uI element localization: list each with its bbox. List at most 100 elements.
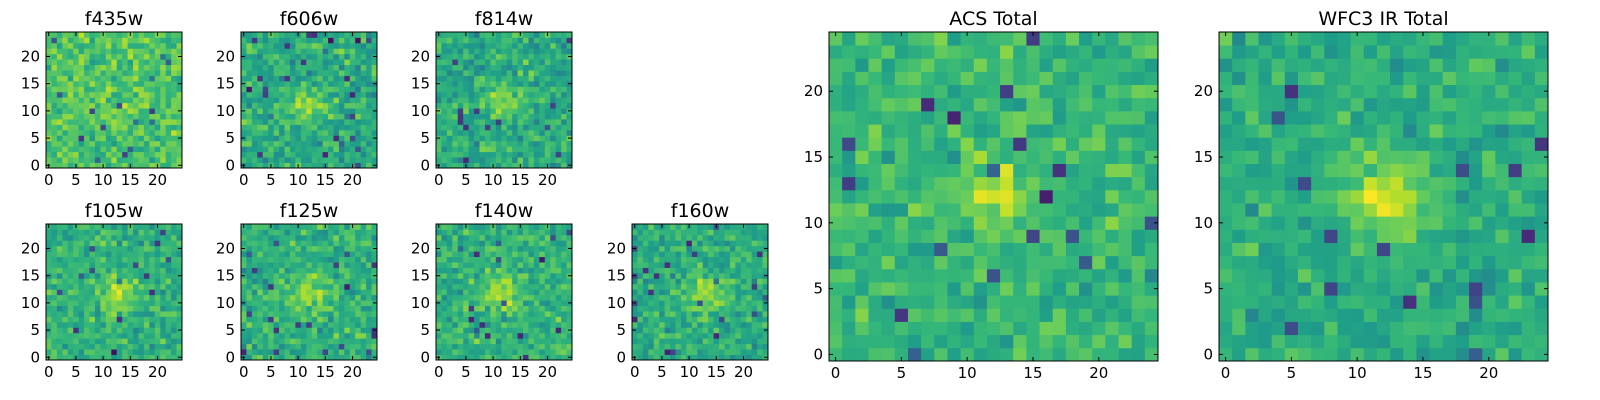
heatmap-cell bbox=[246, 42, 253, 49]
heatmap-cell bbox=[947, 216, 961, 230]
heatmap-cell bbox=[73, 146, 80, 153]
heatmap-cell bbox=[127, 234, 134, 241]
heatmap-cell bbox=[366, 97, 372, 104]
heatmap-cell bbox=[463, 75, 470, 82]
heatmap-cell bbox=[533, 113, 540, 120]
heatmap-cell bbox=[523, 119, 529, 125]
heatmap-cell bbox=[241, 146, 247, 153]
heatmap-cell bbox=[355, 140, 362, 147]
heatmap-cell bbox=[366, 80, 372, 87]
heatmap-cell bbox=[67, 321, 74, 328]
heatmap-cell bbox=[947, 255, 961, 270]
heatmap-cell bbox=[366, 272, 372, 279]
heatmap-cell bbox=[273, 245, 280, 252]
heatmap-cell bbox=[154, 119, 161, 125]
heatmap-cell bbox=[279, 311, 285, 317]
heatmap-cell bbox=[300, 32, 307, 38]
heatmap-cell bbox=[1144, 189, 1159, 204]
heatmap-cell bbox=[1039, 229, 1054, 243]
heatmap-cell bbox=[550, 338, 557, 345]
heatmap-cell bbox=[333, 327, 340, 334]
heatmap-cell bbox=[360, 289, 367, 296]
heatmap-cell bbox=[328, 272, 334, 279]
heatmap-cell bbox=[46, 234, 52, 241]
heatmap-cell bbox=[67, 75, 74, 82]
heatmap-cell bbox=[729, 272, 736, 279]
heatmap-cell bbox=[328, 70, 334, 76]
heatmap-cell bbox=[176, 37, 183, 44]
heatmap-cell bbox=[463, 37, 470, 44]
heatmap-cell bbox=[512, 75, 518, 82]
heatmap-cell bbox=[349, 53, 356, 60]
heatmap-cell bbox=[94, 97, 101, 104]
heatmap-cell bbox=[349, 294, 356, 301]
heatmap-cell bbox=[257, 64, 264, 71]
heatmap-cell bbox=[555, 59, 562, 66]
x-tick-label: 20 bbox=[538, 171, 557, 189]
heatmap-cell bbox=[171, 278, 177, 285]
heatmap-cell bbox=[246, 234, 253, 241]
heatmap-cell bbox=[154, 305, 161, 312]
heatmap-cell bbox=[67, 157, 74, 163]
heatmap-cell bbox=[501, 32, 508, 38]
heatmap-cell bbox=[338, 135, 345, 142]
heatmap-cell bbox=[56, 113, 63, 120]
heatmap-cell bbox=[273, 262, 280, 268]
heatmap-cell bbox=[251, 327, 258, 334]
heatmap-cell bbox=[506, 59, 513, 66]
heatmap-cell bbox=[501, 108, 508, 114]
heatmap-cell bbox=[355, 229, 362, 236]
heatmap-cell bbox=[100, 140, 107, 147]
heatmap-cell bbox=[344, 80, 351, 87]
heatmap-cell bbox=[675, 289, 682, 296]
heatmap-cell bbox=[355, 146, 362, 153]
heatmap-cell bbox=[740, 343, 747, 350]
heatmap-cell bbox=[468, 102, 475, 109]
heatmap-cell bbox=[894, 321, 909, 336]
heatmap-cell bbox=[67, 311, 74, 317]
heatmap-cell bbox=[544, 151, 551, 158]
heatmap-cell bbox=[670, 256, 676, 263]
heatmap-cell bbox=[468, 332, 475, 339]
heatmap-cell bbox=[279, 97, 285, 104]
heatmap-cell bbox=[84, 321, 90, 328]
heatmap-cell bbox=[94, 272, 101, 279]
heatmap-cell bbox=[116, 32, 123, 38]
heatmap-cell bbox=[533, 37, 540, 44]
heatmap-cell bbox=[51, 70, 58, 76]
heatmap-cell bbox=[360, 53, 367, 60]
heatmap-cell bbox=[317, 75, 323, 82]
heatmap-cell bbox=[46, 102, 52, 109]
heatmap-cell bbox=[446, 140, 453, 147]
heatmap-cell bbox=[246, 64, 253, 71]
heatmap-cell bbox=[268, 305, 275, 312]
heatmap-cell bbox=[474, 245, 480, 252]
heatmap-cell bbox=[921, 255, 935, 270]
heatmap-cell bbox=[78, 48, 85, 55]
heatmap-cell bbox=[1065, 255, 1080, 270]
heatmap-cell bbox=[62, 157, 69, 163]
heatmap-cell bbox=[78, 251, 85, 258]
heatmap-cell bbox=[160, 294, 167, 301]
heatmap-cell bbox=[659, 267, 666, 274]
heatmap-cell bbox=[446, 42, 453, 49]
heatmap-cell bbox=[62, 262, 69, 268]
heatmap-cell bbox=[355, 32, 362, 38]
heatmap-cell bbox=[512, 251, 518, 258]
heatmap-cell bbox=[300, 229, 307, 236]
heatmap-cell bbox=[246, 289, 253, 296]
heatmap-cell bbox=[566, 256, 573, 263]
heatmap-cell bbox=[360, 251, 367, 258]
heatmap-cell bbox=[697, 267, 704, 274]
heatmap-cell bbox=[729, 316, 736, 323]
heatmap-cell bbox=[490, 267, 497, 274]
heatmap-cell bbox=[708, 262, 714, 268]
heatmap-cell bbox=[67, 102, 74, 109]
heatmap-cell bbox=[670, 262, 676, 268]
heatmap-cell bbox=[1039, 321, 1054, 336]
heatmap-cell bbox=[441, 157, 448, 163]
heatmap-cell bbox=[441, 343, 448, 350]
heatmap-cell bbox=[746, 251, 753, 258]
heatmap-cell bbox=[894, 347, 909, 362]
heatmap-cell bbox=[160, 338, 167, 345]
